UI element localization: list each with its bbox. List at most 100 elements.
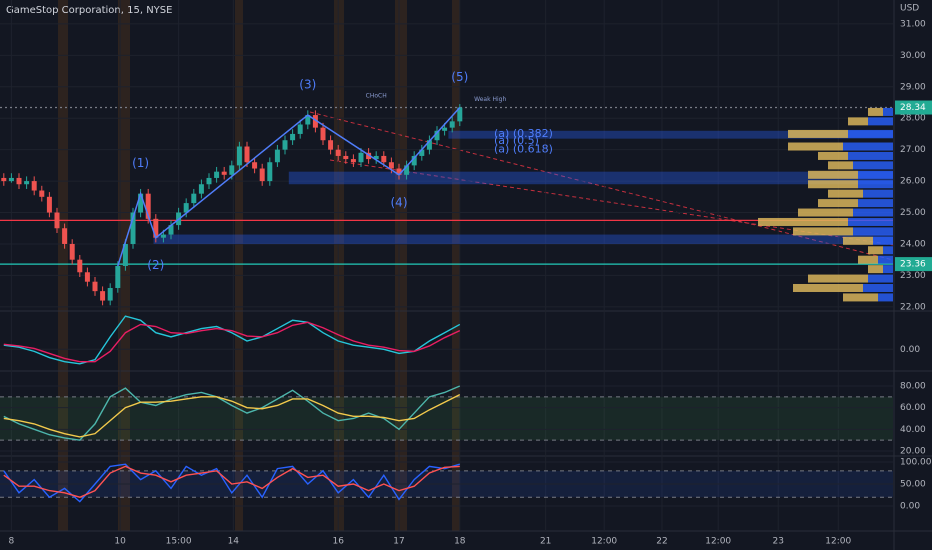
candle-body [138,193,144,213]
x-tick-label: 22 [656,537,667,547]
candle-body [290,133,296,141]
x-tick-label: 10 [114,537,126,547]
profile-up [853,227,893,236]
candle-body [214,171,220,178]
candle-body [168,225,174,235]
profile-down [798,208,853,217]
candle-body [328,140,334,150]
candle-body [457,107,463,122]
y-tick-label: 0.00 [900,345,920,355]
y-tick-label: 20.00 [900,446,926,456]
indicator-line [3,463,460,503]
profile-down [828,161,853,170]
x-tick-label: 21 [540,537,551,547]
candle-body [244,146,250,163]
price-label: 28.34 [900,103,926,113]
profile-down [858,255,878,264]
fib-label: (a) (0.382) [494,127,553,140]
candle-body [24,181,30,185]
candle-body [62,228,68,244]
candle-body [145,193,151,219]
x-tick-label: 12:00 [825,537,851,547]
price-label: 23.36 [900,260,926,270]
candle-body [206,177,212,185]
profile-down [868,107,883,116]
x-tick-label: 8 [9,537,15,547]
wave-label: (2) [147,258,164,272]
candle-body [8,177,14,182]
zone [448,130,893,139]
y-tick-label: 25.00 [900,208,926,218]
annotation: Weak High [474,96,506,103]
annotation: CHoCH [366,93,387,100]
candle-body [282,140,288,150]
chart-title: GameStop Corporation, 15, NYSE [6,5,172,16]
profile-up [863,283,893,292]
profile-up [853,161,893,170]
candle-body [236,146,242,166]
candle-body [366,152,372,160]
wave-label: (3) [299,78,316,92]
x-tick-label: 12:00 [705,537,731,547]
candle-body [404,165,410,175]
profile-down [868,246,883,255]
profile-down [828,189,863,198]
candle-body [252,162,258,169]
candle-body [358,152,364,163]
y-tick-label: 22.00 [900,302,926,312]
candle-body [115,265,121,288]
x-tick-label: 12:00 [591,537,617,547]
candle-body [31,181,37,191]
candle-body [1,177,7,182]
price-label-bg [895,257,932,272]
candle-body [305,115,311,125]
candle-body [312,115,318,128]
profile-down [818,199,858,208]
candle-body [411,155,417,166]
candle-body [297,124,303,134]
profile-up [883,246,893,255]
profile-down [758,217,848,226]
profile-down [788,142,843,151]
y-tick-label: 100.00 [900,458,932,468]
y-tick-label: 24.00 [900,239,926,249]
candle-body [16,177,22,185]
indicator-line [3,321,461,363]
candle-body [267,162,273,182]
profile-up [878,293,893,302]
price-label-bg [895,100,932,115]
profile-up [868,117,893,126]
candle-body [274,149,280,163]
profile-down [793,227,853,236]
profile-up [843,142,893,151]
indicator-line [3,315,461,365]
y-tick-label: 30.00 [900,51,926,61]
profile-down [868,265,883,274]
candle-body [320,127,326,141]
profile-up [873,236,893,245]
profile-up [868,274,893,283]
y-tick-label: 28.00 [900,114,926,124]
candle-body [92,281,98,292]
candle-body [39,190,45,197]
zone [153,234,893,244]
candle-body [160,234,166,238]
candle-body [388,162,394,169]
band-fill [0,396,893,441]
y-tick-label: 60.00 [900,403,926,413]
candle-body [373,155,379,160]
profile-up [853,208,893,217]
candle-body [396,168,402,175]
y-tick-label: 80.00 [900,381,926,391]
candle-body [100,291,106,301]
profile-down [843,293,878,302]
profile-up [883,265,893,274]
x-tick-label: 18 [454,537,466,547]
y-tick-label: 31.00 [900,19,926,29]
candle-body [434,130,440,141]
candle-body [426,140,432,150]
candle-body [335,149,341,156]
y-tick-label: 23.00 [900,271,926,281]
candle-body [350,159,356,163]
profile-up [883,107,893,116]
